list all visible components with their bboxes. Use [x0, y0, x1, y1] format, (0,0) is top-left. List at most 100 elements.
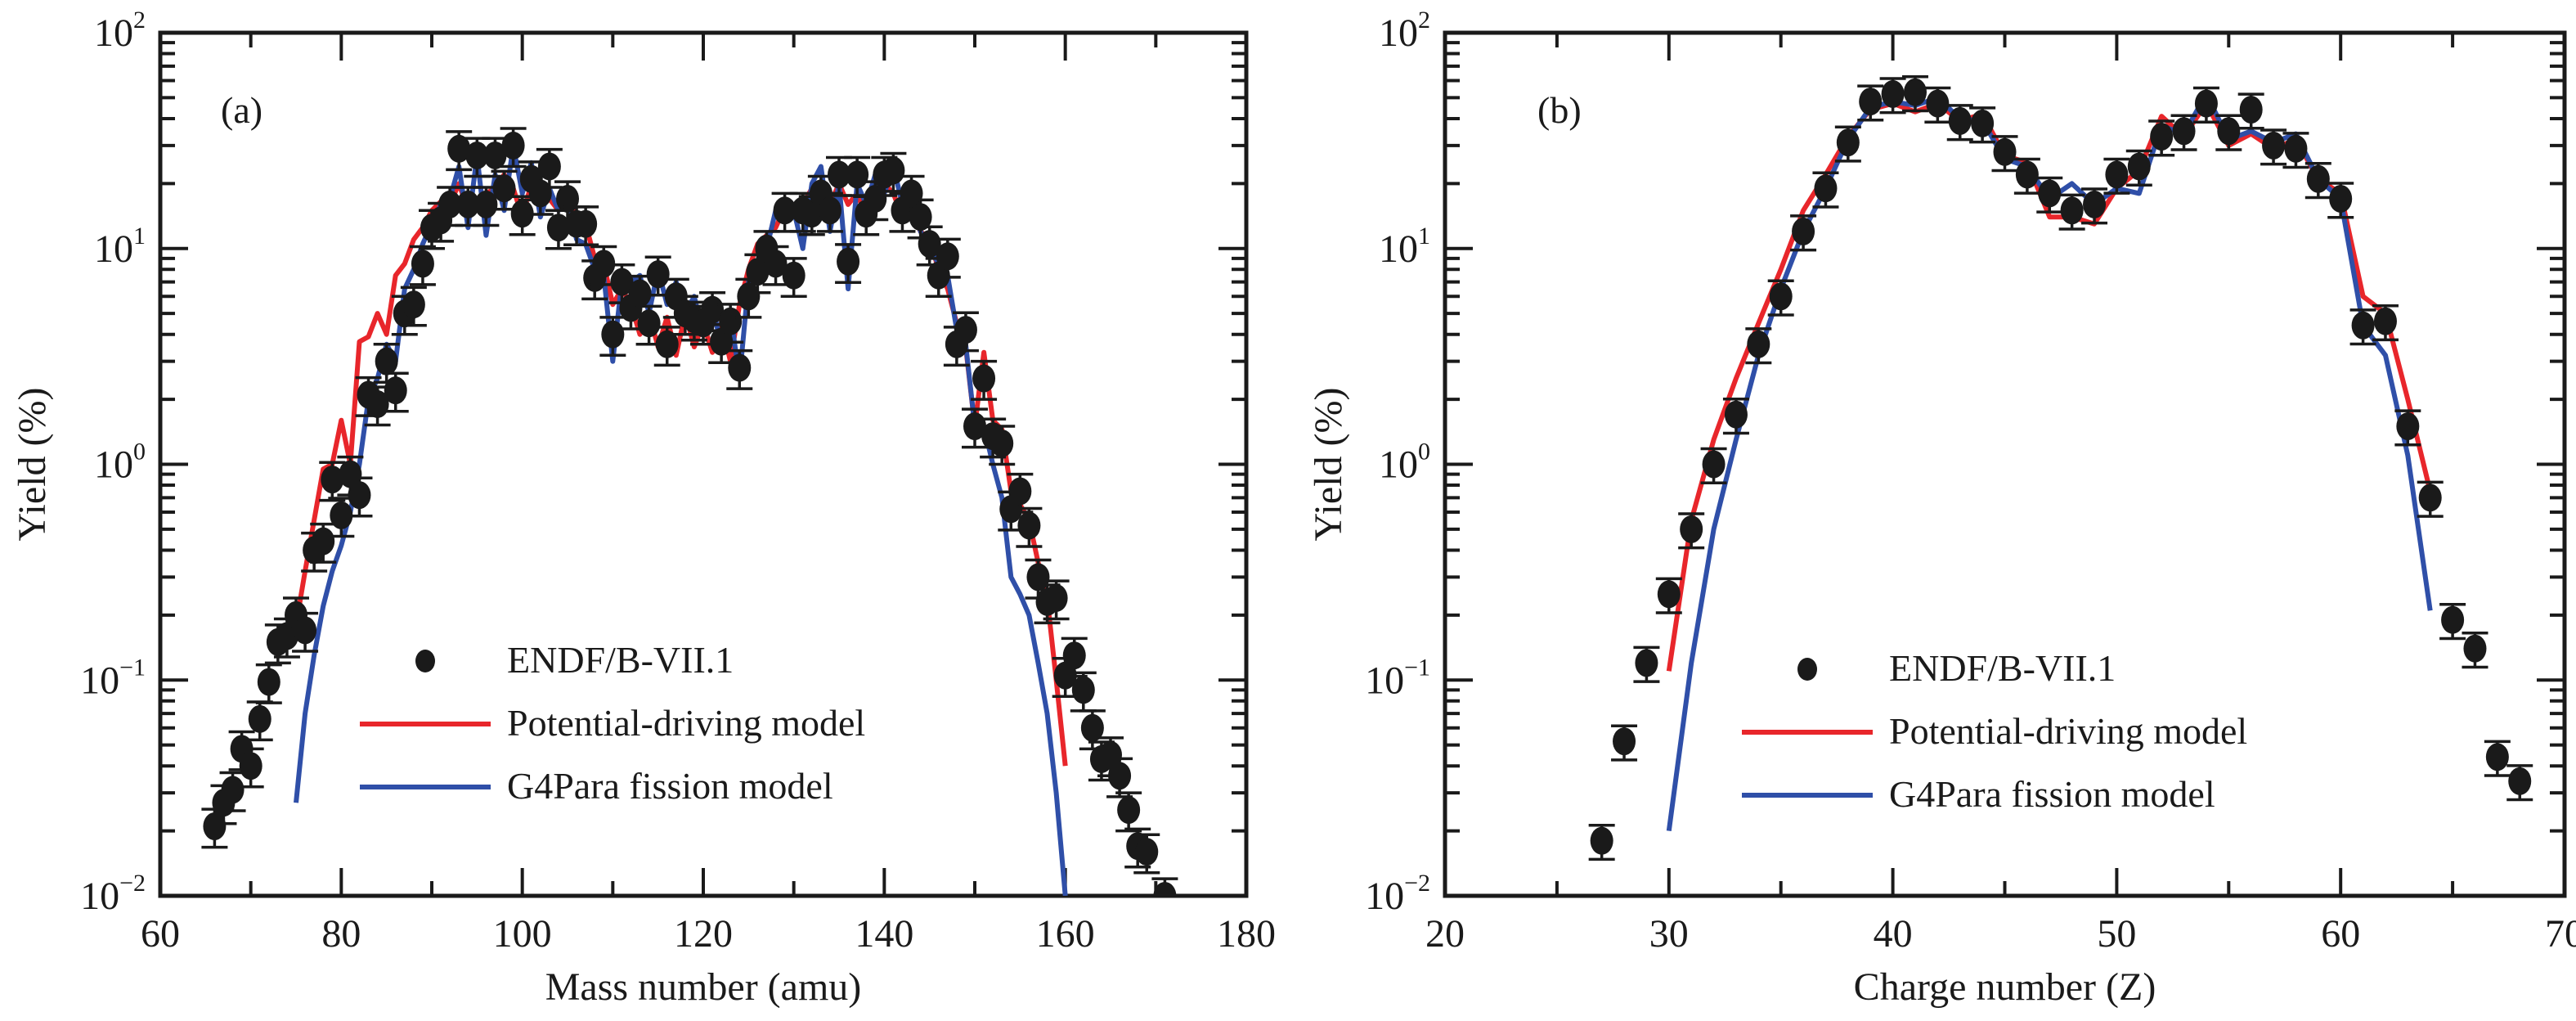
x-tick-label: 120 — [674, 912, 733, 956]
y-tick-base: 10 — [1379, 443, 1418, 487]
data-point — [1881, 79, 1905, 108]
data-point — [257, 668, 280, 696]
y-tick-base: 10 — [94, 443, 133, 487]
data-point — [764, 250, 788, 278]
legend-label: G4Para fission model — [1889, 773, 2215, 815]
panel-a: 60 80 100 120 140 160 18010−210−1100101102Mass… — [11, 7, 1276, 1009]
x-tick-label: 30 — [1649, 912, 1689, 956]
data-point — [646, 260, 670, 289]
y-tick-label: 10−2 — [1365, 870, 1430, 918]
y-tick-label: 101 — [94, 223, 146, 271]
y-tick-base: 10 — [80, 659, 119, 702]
data-point — [384, 376, 407, 405]
x-axis-title: Charge number (Z) — [1854, 965, 2156, 1009]
y-tick-exponent: −1 — [119, 654, 146, 681]
data-point — [312, 527, 335, 555]
data-point — [1724, 400, 1748, 429]
data-point — [2083, 190, 2107, 218]
data-point — [1080, 713, 1104, 742]
y-tick-base: 10 — [1365, 659, 1404, 702]
legend-marker-icon — [415, 650, 435, 672]
data-point — [1680, 515, 1703, 543]
data-point — [1117, 796, 1141, 825]
data-point — [2239, 96, 2263, 124]
legend: ENDF/B-VII.1 Potential-driving model G4Par… — [360, 639, 865, 807]
data-point — [438, 190, 462, 218]
endf-data-points — [201, 127, 1178, 896]
y-tick-base: 10 — [1365, 875, 1404, 918]
data-point — [1108, 762, 1132, 790]
data-point — [501, 131, 525, 160]
data-point — [510, 200, 534, 228]
data-point — [2262, 131, 2286, 160]
data-point — [773, 196, 797, 225]
data-point — [239, 752, 263, 780]
data-point — [2485, 743, 2509, 771]
data-point — [2351, 311, 2375, 340]
data-point — [746, 258, 770, 286]
data-point — [203, 812, 227, 841]
data-point — [909, 203, 932, 232]
legend-label: ENDF/B-VII.1 — [1889, 647, 2116, 689]
data-point — [483, 141, 507, 169]
legend-label: G4Para fission model — [507, 765, 833, 807]
y-tick-label: 100 — [94, 439, 146, 487]
data-point — [339, 460, 362, 488]
data-point — [990, 429, 1014, 457]
x-tick-label: 20 — [1425, 912, 1465, 956]
endf-data-points — [1588, 75, 2533, 861]
data-point — [828, 160, 850, 189]
data-point — [402, 290, 425, 319]
data-point — [2418, 484, 2442, 512]
data-point — [1071, 676, 1095, 704]
y-tick-base: 10 — [1379, 227, 1418, 271]
y-tick-base: 10 — [1379, 11, 1418, 55]
data-point — [728, 353, 752, 382]
data-point — [2150, 122, 2174, 151]
data-point — [1008, 477, 1032, 506]
data-point — [375, 347, 398, 376]
data-point — [2217, 117, 2241, 146]
panel-label: (b) — [1537, 89, 1582, 131]
data-point — [637, 309, 661, 338]
data-point — [2172, 117, 2196, 146]
data-point — [2194, 89, 2218, 118]
data-point — [1993, 137, 2017, 166]
x-tick-label: 40 — [1874, 912, 1913, 956]
data-point — [1836, 128, 1860, 157]
data-point — [1657, 580, 1681, 609]
y-tick-base: 10 — [80, 875, 119, 918]
x-tick-label: 50 — [2097, 912, 2136, 956]
x-tick-label: 180 — [1217, 912, 1276, 956]
y-tick-label: 10−1 — [80, 654, 146, 702]
y-tick-label: 102 — [1379, 7, 1430, 55]
data-point — [2105, 160, 2129, 189]
data-point — [2127, 152, 2151, 181]
x-tick-label: 70 — [2545, 912, 2576, 956]
y-tick-base: 10 — [94, 227, 133, 271]
data-point — [2396, 412, 2420, 441]
plot-area — [1588, 75, 2533, 861]
data-point — [1769, 282, 1793, 311]
data-point — [1814, 174, 1838, 203]
plot-area — [201, 127, 1178, 896]
data-point — [628, 279, 652, 308]
legend: ENDF/B-VII.1 Potential-driving model G4Par… — [1742, 647, 2247, 815]
y-tick-exponent: 1 — [133, 223, 146, 250]
data-point — [492, 174, 516, 203]
x-tick-label: 140 — [855, 912, 913, 956]
data-point — [972, 364, 996, 393]
data-point — [411, 250, 434, 278]
data-point — [655, 330, 679, 358]
data-point — [2441, 605, 2465, 634]
y-tick-exponent: 2 — [133, 7, 146, 34]
data-point — [2060, 196, 2084, 225]
legend-marker-icon — [1797, 658, 1817, 681]
data-point — [936, 242, 959, 271]
data-point — [1044, 583, 1068, 612]
data-point — [601, 320, 625, 349]
y-tick-exponent: 0 — [133, 439, 146, 466]
data-point — [221, 776, 245, 804]
